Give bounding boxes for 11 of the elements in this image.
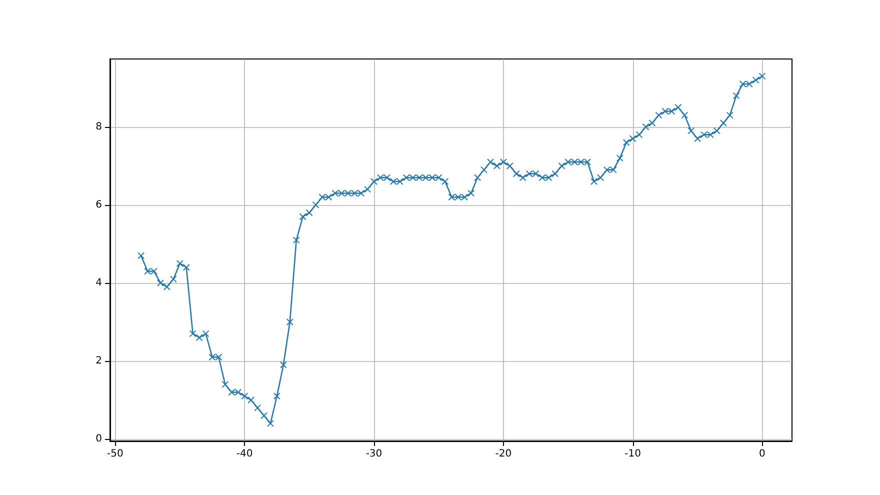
x-tick-label: -30 [366, 448, 382, 460]
x-tick-label: -50 [107, 448, 124, 460]
x-tick-label: -20 [495, 448, 512, 460]
y-tick-label: 8 [96, 121, 102, 132]
y-tick-label: 0 [96, 434, 102, 445]
x-tick-label: -10 [624, 448, 641, 460]
y-tick-label: 2 [96, 356, 102, 367]
x-tick-label: -40 [236, 448, 253, 460]
y-tick-label: 4 [96, 277, 102, 288]
y-tick-label: 6 [96, 199, 102, 210]
x-tick-label: 0 [759, 448, 766, 460]
